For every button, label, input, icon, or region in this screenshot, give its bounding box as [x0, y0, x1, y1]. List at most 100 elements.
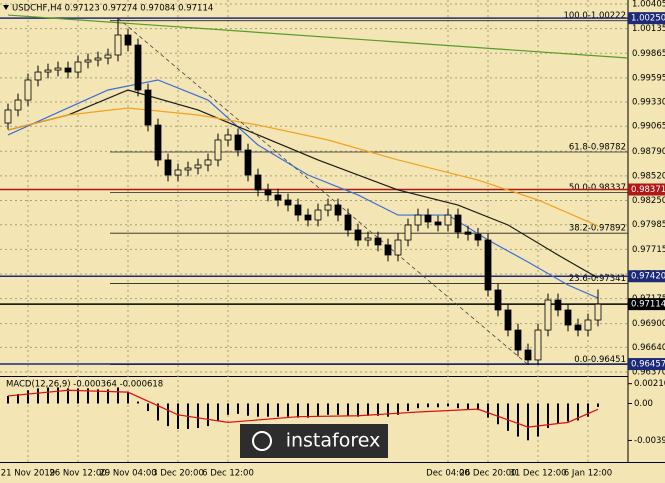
fibo-label: 50.0-0.98337	[569, 183, 626, 193]
price-tag	[628, 183, 665, 196]
macd-bar	[527, 403, 529, 441]
macd-bar	[597, 403, 599, 407]
indicator-line	[117, 17, 529, 365]
macd-bar	[447, 403, 449, 407]
candle-body	[454, 214, 462, 233]
candle-body	[294, 204, 302, 216]
y-tick-label: 1.00405	[632, 0, 665, 10]
macd-bar	[117, 387, 119, 404]
candle-body	[334, 204, 342, 216]
candle-body	[424, 214, 432, 223]
candle-body	[414, 214, 422, 226]
candle-body	[524, 349, 532, 361]
macd-bar	[77, 388, 79, 404]
candle-body	[534, 329, 542, 361]
candle-body	[204, 159, 212, 166]
macd-bar	[567, 403, 569, 422]
macd-bar	[557, 403, 559, 424]
candle-body	[34, 71, 42, 81]
macd-bar	[37, 388, 39, 404]
macd-bar	[207, 403, 209, 427]
macd-bar	[357, 403, 359, 417]
macd-bar	[347, 403, 349, 416]
x-tick-label: 29 Nov 04:00	[99, 469, 156, 479]
macd-bar	[467, 403, 469, 410]
y-tick-label: 0.99865	[632, 49, 665, 59]
macd-bar	[337, 403, 339, 415]
macd-bar	[317, 403, 319, 416]
candle-body	[474, 233, 482, 241]
x-tick-label: 3 Dec 20:00	[152, 469, 204, 479]
candle-body	[124, 34, 132, 46]
macd-bar	[87, 388, 89, 404]
macd-bar	[547, 403, 549, 429]
candle-body	[64, 67, 72, 73]
macd-bar	[377, 403, 379, 416]
macd-bar	[387, 403, 389, 417]
macd-bar	[27, 390, 29, 404]
candle-body	[574, 324, 582, 331]
candle-body	[44, 69, 52, 73]
macd-bar	[257, 403, 259, 417]
macd-bar	[237, 403, 239, 414]
watermark-box	[240, 424, 388, 458]
y-tick-label: 0.98790	[632, 147, 665, 157]
indicator-line	[7, 14, 629, 59]
macd-bar	[267, 403, 269, 417]
candle-body	[264, 189, 272, 196]
macd-bar	[517, 403, 519, 437]
price-tag	[628, 12, 665, 25]
candle-body	[394, 239, 402, 256]
macd-bar	[127, 392, 129, 404]
indicator-line	[7, 79, 599, 299]
candle-body	[134, 44, 142, 91]
macd-bar	[177, 403, 179, 429]
candle-body	[184, 167, 192, 171]
y-tick-label: 0.00	[634, 399, 653, 409]
price-tag-label: 0.96457	[631, 360, 665, 370]
candle-body	[4, 109, 12, 124]
chart-header: USDCHF,H4 0.97123 0.97274 0.97084 0.9711…	[12, 4, 213, 14]
macd-bar	[577, 403, 579, 421]
candle-body	[194, 164, 202, 169]
y-tick-label: 0.99330	[632, 98, 665, 108]
price-tag-label: 1.00250	[631, 14, 665, 24]
macd-bar	[497, 403, 499, 425]
watermark: instaforex	[286, 430, 381, 452]
candle-body	[244, 149, 252, 176]
x-tick-label: 31 Dec 12:00	[509, 469, 566, 479]
candle-body	[554, 299, 562, 311]
x-tick-label: 21 Nov 2019	[1, 469, 55, 479]
candle-body	[514, 329, 522, 351]
macd-bar	[407, 403, 409, 412]
candle-body	[464, 231, 472, 235]
candle-body	[74, 61, 82, 73]
y-tick-label: 0.98520	[632, 171, 665, 181]
y-tick-label: -0.003915	[634, 436, 665, 446]
fibo-label: 23.6-0.97341	[569, 274, 626, 284]
macd-bar	[537, 403, 539, 437]
macd-bar	[327, 403, 329, 415]
x-tick-label: 6 Jan 12:00	[564, 469, 612, 479]
price-tag	[628, 270, 665, 283]
candle-body	[354, 229, 362, 241]
candle-body	[274, 194, 282, 201]
macd-bar	[167, 403, 169, 427]
macd-bar	[457, 403, 459, 409]
x-tick-label: 26 Dec 20:00	[459, 469, 516, 479]
candle-body	[174, 169, 182, 176]
candle-body	[444, 214, 452, 226]
candle-body	[594, 303, 602, 321]
candle-body	[494, 289, 502, 311]
macd-bar	[57, 387, 59, 404]
candle-body	[94, 57, 102, 61]
candle-body	[434, 221, 442, 226]
candle-body	[24, 79, 32, 101]
candle-body	[84, 59, 92, 63]
candle-body	[54, 67, 62, 71]
symbol-icon	[3, 5, 9, 10]
macd-bar	[157, 403, 159, 421]
